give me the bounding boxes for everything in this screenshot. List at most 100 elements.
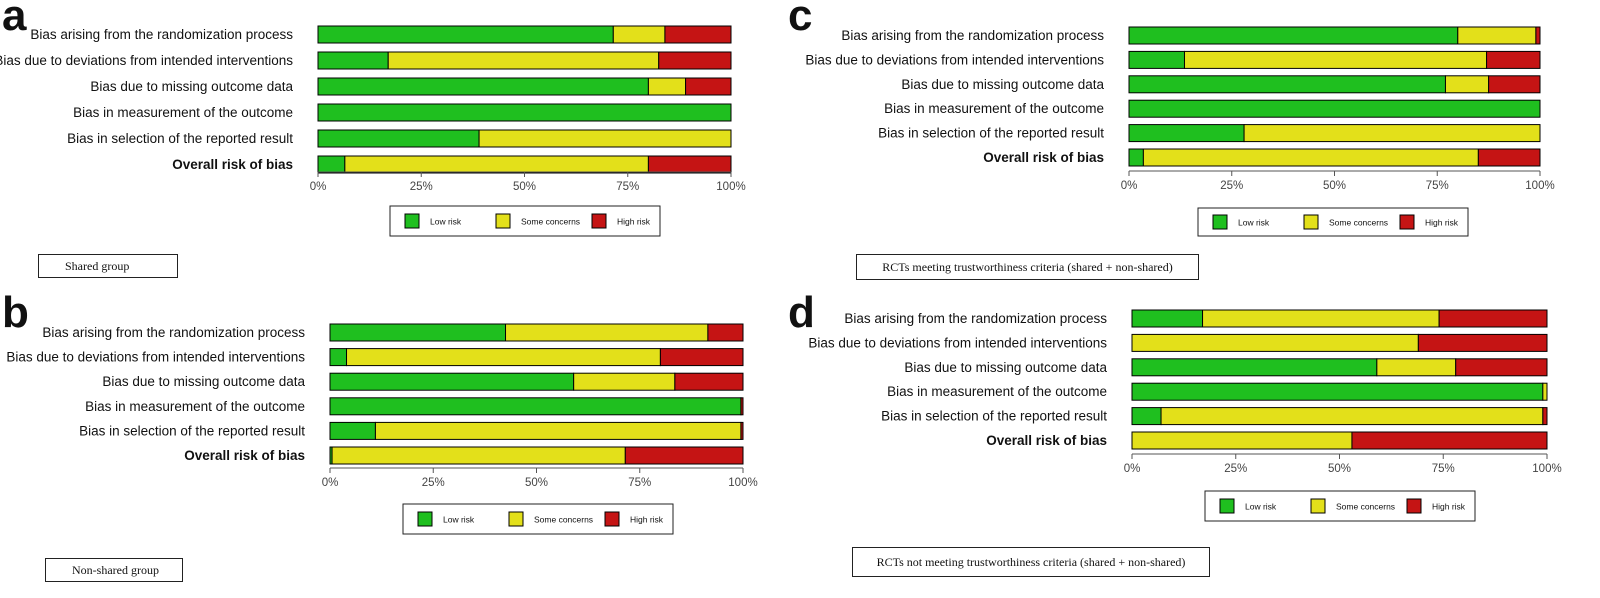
- legend-swatch-low-risk: [404, 213, 420, 229]
- legend-label-high-risk: High risk: [1425, 218, 1459, 228]
- bar-segment-high-risk: [658, 51, 732, 70]
- legend-swatch-high-risk: [604, 511, 620, 527]
- x-tick-label: 50%: [513, 181, 536, 193]
- x-tick-label: 25%: [1220, 180, 1243, 192]
- legend-swatch-low-risk: [1212, 214, 1228, 230]
- bar-segment-low-risk: [329, 421, 376, 440]
- bar-segment-low-risk: [317, 155, 346, 174]
- bar-segment-high-risk: [659, 348, 744, 367]
- x-tick-label: 75%: [628, 477, 651, 489]
- legend-label-low-risk: Low risk: [1245, 502, 1277, 512]
- risk-of-bias-chart-c: Bias arising from the randomization proc…: [805, 26, 1555, 237]
- bar-segment-some-concerns: [505, 323, 709, 342]
- bar-segment-some-concerns: [374, 421, 742, 440]
- legend-label-some-concerns: Some concerns: [1336, 502, 1395, 512]
- x-tick-label: 50%: [525, 477, 548, 489]
- bar-segment-high-risk: [1438, 309, 1548, 328]
- legend-swatch-some-concerns: [1310, 498, 1326, 514]
- bar-segment-some-concerns: [1183, 50, 1488, 69]
- x-tick-label: 25%: [410, 181, 433, 193]
- category-label: Overall risk of bias: [184, 448, 305, 463]
- legend: Low risk Some concerns High risk: [1197, 207, 1469, 237]
- category-label: Bias in selection of the reported result: [79, 423, 305, 438]
- panel-letter-c: c: [788, 0, 813, 40]
- legend-label-low-risk: Low risk: [1238, 218, 1270, 228]
- x-tick-label: 50%: [1323, 180, 1346, 192]
- category-label: Bias arising from the randomization proc…: [844, 311, 1107, 326]
- bar-segment-low-risk: [1128, 99, 1541, 118]
- bar-segment-low-risk: [1131, 382, 1544, 401]
- bar-segment-some-concerns: [387, 51, 660, 70]
- legend-swatch-high-risk: [1399, 214, 1415, 230]
- legend-label-some-concerns: Some concerns: [534, 515, 593, 525]
- bar-segment-high-risk: [1417, 333, 1548, 352]
- bar-segment-high-risk: [707, 323, 744, 342]
- panel-letter-d: d: [788, 288, 815, 337]
- category-label: Bias due to missing outcome data: [904, 360, 1107, 375]
- x-tick-label: 0%: [1121, 180, 1138, 192]
- bar-segment-some-concerns: [647, 77, 687, 96]
- legend-swatch-high-risk: [591, 213, 607, 229]
- risk-of-bias-chart-b: Bias arising from the randomization proc…: [6, 323, 758, 535]
- category-label: Bias in selection of the reported result: [881, 409, 1107, 424]
- category-label: Bias due to deviations from intended int…: [0, 53, 293, 68]
- legend: Low risk Some concerns High risk: [389, 205, 661, 237]
- risk-of-bias-chart-d: Bias arising from the randomization proc…: [808, 309, 1562, 522]
- category-label: Bias arising from the randomization proc…: [30, 27, 293, 42]
- x-tick-label: 25%: [1224, 463, 1247, 475]
- x-tick-label: 75%: [1426, 180, 1449, 192]
- category-label: Bias in measurement of the outcome: [887, 384, 1107, 399]
- category-label: Bias due to deviations from intended int…: [808, 335, 1107, 350]
- bar-segment-low-risk: [317, 77, 649, 96]
- bar-segment-some-concerns: [1444, 75, 1490, 94]
- category-label: Bias in selection of the reported result: [67, 131, 293, 146]
- legend-swatch-low-risk: [1219, 498, 1235, 514]
- bar-segment-low-risk: [329, 372, 575, 391]
- x-tick-label: 50%: [1328, 463, 1351, 475]
- bar-segment-high-risk: [1488, 75, 1541, 94]
- category-label: Bias due to deviations from intended int…: [805, 52, 1104, 67]
- legend-swatch-some-concerns: [495, 213, 511, 229]
- category-label: Bias in selection of the reported result: [878, 126, 1104, 141]
- bar-segment-high-risk: [664, 25, 732, 44]
- legend-label-some-concerns: Some concerns: [521, 217, 580, 227]
- bar-segment-some-concerns: [478, 129, 732, 148]
- caption-box-b: Non-shared group: [45, 558, 183, 582]
- bar-segment-low-risk: [1131, 407, 1162, 426]
- bar-segment-some-concerns: [612, 25, 666, 44]
- bar-segment-low-risk: [1128, 124, 1245, 143]
- category-label: Bias due to missing outcome data: [102, 374, 305, 389]
- bar-segment-some-concerns: [344, 155, 649, 174]
- bar-segment-high-risk: [740, 397, 744, 416]
- category-label: Bias due to deviations from intended int…: [6, 350, 305, 365]
- category-label: Bias arising from the randomization proc…: [42, 325, 305, 340]
- bar-segment-low-risk: [329, 323, 507, 342]
- risk-of-bias-chart-a: Bias arising from the randomization proc…: [0, 25, 746, 237]
- bar-segment-some-concerns: [1131, 333, 1419, 352]
- bar-segment-some-concerns: [1142, 148, 1479, 167]
- bar-segment-high-risk: [740, 421, 744, 440]
- x-tick-label: 100%: [1532, 463, 1561, 475]
- bar-segment-some-concerns: [346, 348, 661, 367]
- caption-box-c: RCTs meeting trustworthiness criteria (s…: [856, 254, 1199, 280]
- legend-swatch-some-concerns: [508, 511, 524, 527]
- caption-box-d: RCTs not meeting trustworthiness criteri…: [852, 547, 1210, 577]
- bar-segment-some-concerns: [1202, 309, 1440, 328]
- bar-segment-low-risk: [1131, 358, 1378, 377]
- x-tick-label: 75%: [1432, 463, 1455, 475]
- x-tick-label: 25%: [422, 477, 445, 489]
- x-tick-label: 100%: [716, 181, 745, 193]
- category-label: Bias in measurement of the outcome: [85, 399, 305, 414]
- legend-swatch-low-risk: [417, 511, 433, 527]
- bar-segment-high-risk: [1542, 407, 1548, 426]
- bar-segment-some-concerns: [1376, 358, 1457, 377]
- bar-segment-high-risk: [1477, 148, 1541, 167]
- legend-label-high-risk: High risk: [617, 217, 651, 227]
- bar-segment-high-risk: [1535, 26, 1541, 45]
- bar-segment-some-concerns: [1457, 26, 1537, 45]
- bar-segment-high-risk: [1455, 358, 1548, 377]
- bar-segment-some-concerns: [1131, 431, 1353, 450]
- legend-swatch-some-concerns: [1303, 214, 1319, 230]
- category-label: Overall risk of bias: [983, 150, 1104, 165]
- bar-segment-high-risk: [1351, 431, 1548, 450]
